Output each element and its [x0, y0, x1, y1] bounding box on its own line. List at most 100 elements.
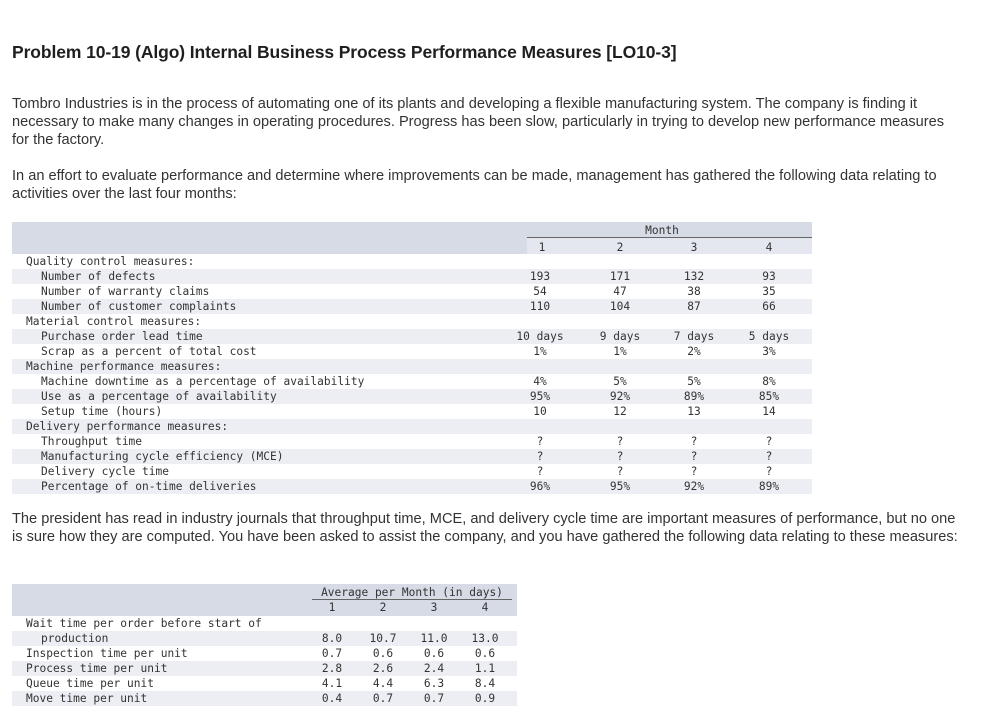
table-row: Percentage of on-time deliveries 96% 95% 92… — [12, 479, 812, 494]
cell-month-3: 132 — [683, 270, 705, 283]
cell-month-1: 54 — [533, 285, 547, 298]
row-label: Percentage of on-time deliveries — [41, 480, 257, 493]
cell-month-3: ? — [690, 465, 698, 478]
cell-month-1: 1% — [533, 345, 547, 358]
table-row: Wait time per order before start of — [12, 616, 517, 631]
cell-month-2: 95% — [609, 480, 631, 493]
row-label: Inspection time per unit — [26, 647, 188, 660]
row-label: Manufacturing cycle efficiency (MCE) — [41, 450, 284, 463]
cell-month-1: 10 days — [516, 330, 564, 343]
table-section-row: Material control measures: — [12, 314, 812, 329]
cell-month-3: 87 — [687, 300, 701, 313]
column-header-3: 3 — [690, 241, 698, 254]
cell-month-4: 89% — [758, 480, 780, 493]
cell-month-4: 93 — [762, 270, 776, 283]
table-row: Inspection time per unit 0.7 0.6 0.6 0.6 — [12, 646, 517, 661]
cell-month-3: ? — [690, 435, 698, 448]
row-label: Machine downtime as a percentage of avai… — [41, 375, 365, 388]
cell-month-3: 0.7 — [423, 692, 445, 705]
cell-month-4: 14 — [762, 405, 776, 418]
performance-measures-table: Month 1 2 3 4 Quality control measures: N… — [12, 222, 812, 497]
problem-title: Problem 10-19 (Algo) Internal Business P… — [12, 42, 677, 62]
table-row: Number of warranty claims 54 47 38 35 — [12, 284, 812, 299]
cell-month-2: ? — [616, 435, 624, 448]
table-section-row: Delivery performance measures: — [12, 419, 812, 434]
cell-month-3: 11.0 — [420, 632, 448, 645]
table-row: Number of customer complaints 110 104 87 66 — [12, 299, 812, 314]
table-row: Purchase order lead time 10 days 9 days 7 d… — [12, 329, 812, 344]
cell-month-1: 8.0 — [321, 632, 343, 645]
average-per-month-table: Average per Month (in days) 1 2 3 4 Wait… — [12, 584, 517, 714]
row-label: Delivery performance measures: — [26, 420, 229, 433]
cell-month-3: 7 days — [673, 330, 715, 343]
cell-month-4: 13.0 — [471, 632, 499, 645]
row-label: Queue time per unit — [26, 677, 154, 690]
cell-month-1: 96% — [529, 480, 551, 493]
month-group-header: Month — [645, 224, 679, 237]
row-label: Purchase order lead time — [41, 330, 203, 343]
cell-month-2: ? — [616, 465, 624, 478]
cell-month-4: 85% — [758, 390, 780, 403]
cell-month-1: 10 — [533, 405, 547, 418]
table-section-row: Machine performance measures: — [12, 359, 812, 374]
cell-month-1: 0.7 — [321, 647, 343, 660]
cell-month-1: 0.4 — [321, 692, 343, 705]
cell-month-1: ? — [536, 450, 544, 463]
average-header-rule — [312, 599, 512, 600]
cell-month-2: 104 — [609, 300, 631, 313]
cell-month-4: 5 days — [748, 330, 790, 343]
row-label: Number of defects — [41, 270, 156, 283]
cell-month-1: ? — [536, 435, 544, 448]
cell-month-2: 0.6 — [372, 647, 394, 660]
table2-header-band — [12, 584, 517, 616]
table-row: Manufacturing cycle efficiency (MCE)???? — [12, 449, 812, 464]
cell-month-3: ? — [690, 450, 698, 463]
average-group-header: Average per Month (in days) — [321, 586, 503, 599]
table-row: Use as a percentage of availability 95% 92… — [12, 389, 812, 404]
row-label: Number of warranty claims — [41, 285, 210, 298]
row-label: production — [41, 632, 109, 645]
row-label: Material control measures: — [26, 315, 202, 328]
intro-paragraph: Tombro Industries is in the process of a… — [12, 96, 945, 148]
table-row: Machine downtime as a percentage of avai… — [12, 374, 812, 389]
table-row: Delivery cycle time???? — [12, 464, 812, 479]
table2-column-header-2: 2 — [379, 601, 387, 614]
table2-column-header-4: 4 — [481, 601, 489, 614]
month-header-rule — [527, 237, 812, 238]
row-label: Number of customer complaints — [41, 300, 237, 313]
cell-month-3: 89% — [683, 390, 705, 403]
cell-month-3: 13 — [687, 405, 701, 418]
cell-month-2: 92% — [609, 390, 631, 403]
cell-month-3: 38 — [687, 285, 701, 298]
data-intro-paragraph: In an effort to evaluate performance and… — [12, 168, 937, 202]
table-row: Number of defects 193 171 132 93 — [12, 269, 812, 284]
table-row: Queue time per unit 4.1 4.4 6.3 8.4 — [12, 676, 517, 691]
cell-month-2: 171 — [609, 270, 631, 283]
cell-month-4: 66 — [762, 300, 776, 313]
cell-month-4: ? — [765, 435, 773, 448]
cell-month-1: 2.8 — [321, 662, 343, 675]
table-row: production 8.0 10.7 11.0 13.0 — [12, 631, 517, 646]
row-label: Wait time per order before start of — [26, 617, 262, 630]
cell-month-3: 2% — [687, 345, 701, 358]
cell-month-3: 5% — [687, 375, 701, 388]
column-header-4: 4 — [765, 241, 773, 254]
table-section-row: Quality control measures: — [12, 254, 812, 269]
row-label: Process time per unit — [26, 662, 168, 675]
row-label: Quality control measures: — [26, 255, 195, 268]
row-label: Machine performance measures: — [26, 360, 222, 373]
table2-column-header-1: 1 — [328, 601, 336, 614]
cell-month-2: 1% — [613, 345, 627, 358]
cell-month-3: 0.6 — [423, 647, 445, 660]
cell-month-2: 9 days — [599, 330, 641, 343]
cell-month-2: 10.7 — [369, 632, 397, 645]
cell-month-4: 1.1 — [474, 662, 496, 675]
cell-month-4: ? — [765, 465, 773, 478]
table-row: Move time per unit 0.4 0.7 0.7 0.9 — [12, 691, 517, 706]
row-label: Setup time (hours) — [41, 405, 163, 418]
table2-column-header-3: 3 — [430, 601, 438, 614]
cell-month-3: 6.3 — [423, 677, 445, 690]
row-label: Move time per unit — [26, 692, 148, 705]
row-label: Use as a percentage of availability — [41, 390, 277, 403]
table-subheader-band — [527, 238, 812, 254]
